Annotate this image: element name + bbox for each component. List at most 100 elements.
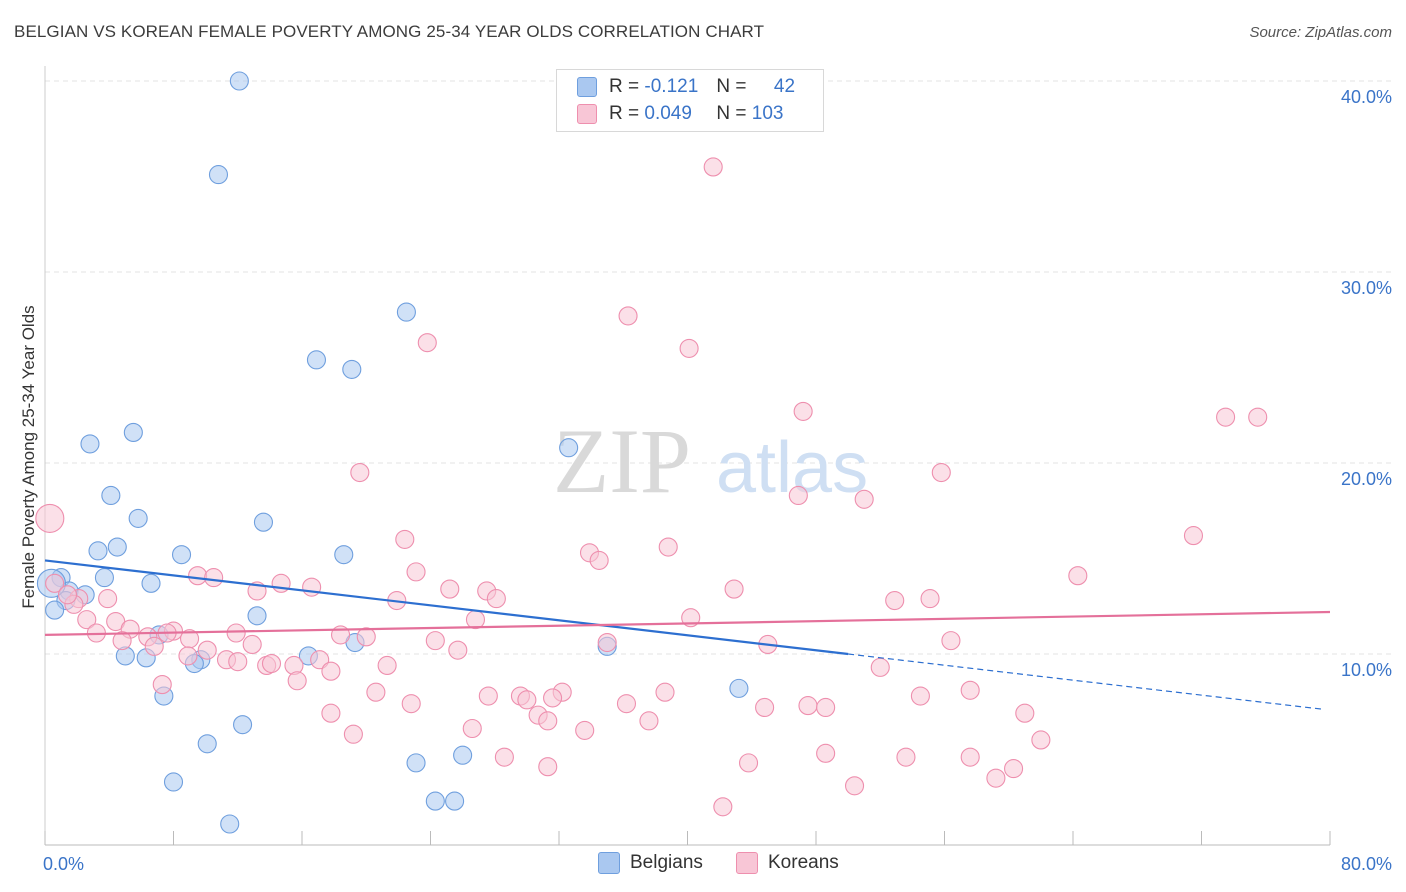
korean-point: [228, 652, 248, 672]
korean-point: [1004, 759, 1024, 779]
korean-point: [152, 675, 172, 695]
korean-point: [401, 694, 421, 714]
korean-point: [197, 640, 217, 660]
korean-point: [986, 768, 1006, 788]
belgian-trend-line: [44, 559, 849, 656]
korean-point: [798, 696, 818, 716]
belgian-point: [128, 508, 148, 528]
korean-point: [793, 401, 813, 421]
korean-point: [724, 579, 744, 599]
korean-point: [377, 655, 397, 676]
watermark: ZIP atlas: [553, 410, 868, 512]
korean-point: [658, 537, 678, 557]
korean-point: [395, 529, 415, 549]
korean-point: [941, 631, 961, 651]
legend-n-label: N =: [716, 103, 747, 124]
korean-point: [816, 697, 836, 718]
korean-point: [616, 694, 637, 714]
y-axis-label: Female Poverty Among 25-34 Year Olds: [19, 305, 38, 608]
tick-labels: 10.0% 20.0% 30.0% 40.0% 0.0% 80.0%: [43, 87, 1392, 874]
belgian-point: [233, 715, 253, 735]
korean-point: [517, 690, 537, 710]
korean-point: [188, 566, 208, 586]
korean-point: [204, 568, 224, 588]
belgian-point: [396, 302, 416, 322]
legend-n-label: N =: [716, 76, 747, 97]
chart-title: BELGIAN VS KOREAN FEMALE POVERTY AMONG 2…: [14, 22, 765, 41]
belgians-swatch: [577, 77, 597, 97]
belgian-point: [247, 606, 267, 626]
korean-point: [366, 682, 386, 702]
korean-point: [57, 585, 78, 605]
korean-point: [144, 636, 164, 656]
korean-point: [738, 753, 759, 773]
legend-r-label: R =: [609, 103, 640, 124]
legend-label-belgians: Belgians: [630, 852, 703, 873]
legend-item-belgians[interactable]: Belgians: [598, 852, 703, 874]
korean-point: [854, 489, 874, 509]
belgian-point: [342, 359, 362, 379]
belgian-point: [229, 71, 249, 91]
axes: [44, 66, 1331, 846]
koreans-legend-swatch: [736, 852, 758, 874]
korean-point: [896, 747, 916, 767]
korean-point: [406, 562, 426, 582]
korean-point: [417, 333, 437, 353]
korean-point: [261, 653, 282, 674]
korean-point: [448, 640, 468, 660]
korean-point: [77, 610, 97, 630]
korean-trend-line: [44, 610, 1331, 636]
korean-point: [960, 747, 980, 767]
watermark-zip: ZIP: [553, 410, 691, 512]
korean-point: [1031, 730, 1051, 750]
korean-point: [321, 703, 341, 723]
korean-point: [844, 776, 865, 796]
belgian-point: [88, 541, 108, 561]
korean-point: [538, 711, 558, 731]
belgian-point: [107, 537, 127, 557]
korean-point: [1068, 566, 1088, 586]
belgian-point: [559, 438, 579, 458]
korean-point: [931, 462, 951, 483]
korean-point: [310, 650, 330, 670]
korean-point: [462, 718, 482, 739]
belgian-point: [197, 734, 217, 754]
y-tick-label: 20.0%: [1341, 469, 1392, 489]
korean-point: [178, 646, 198, 666]
legend-item-koreans[interactable]: Koreans: [736, 852, 839, 874]
legend-n-value: 103: [751, 103, 784, 124]
belgian-point: [453, 745, 473, 765]
legend-row-koreans: R = 0.049 N = 103: [577, 101, 783, 127]
korean-point: [486, 589, 506, 609]
y-tick-label: 30.0%: [1341, 278, 1392, 298]
korean-point: [655, 682, 675, 702]
korean-point: [343, 724, 363, 744]
y-tick-label: 40.0%: [1341, 87, 1392, 107]
korean-point: [597, 632, 617, 653]
belgian-point: [101, 485, 121, 506]
korean-point: [112, 631, 132, 651]
korean-point: [870, 657, 890, 677]
chart-source: Source: ZipAtlas.com: [1249, 24, 1392, 41]
korean-point: [35, 503, 65, 533]
korean-point: [287, 671, 307, 691]
koreans-swatch: [577, 104, 597, 124]
belgian-point: [425, 791, 445, 811]
belgian-point: [171, 545, 192, 565]
belgian-point: [445, 791, 465, 811]
korean-point: [302, 577, 322, 597]
belgian-point: [80, 434, 100, 454]
legend-n-value: 42: [773, 76, 796, 97]
belgian-point: [306, 350, 327, 370]
legend-r-value: 0.049: [644, 103, 692, 124]
belgian-point: [334, 545, 354, 565]
korean-point: [639, 711, 659, 731]
belgian-point: [45, 600, 65, 620]
korean-point: [1248, 407, 1268, 427]
korean-point: [755, 697, 775, 718]
korean-point: [226, 623, 246, 643]
legend-row-belgians: R = -0.121 N = 42: [577, 74, 795, 100]
belgian-point: [123, 422, 143, 442]
korean-point: [440, 579, 460, 599]
